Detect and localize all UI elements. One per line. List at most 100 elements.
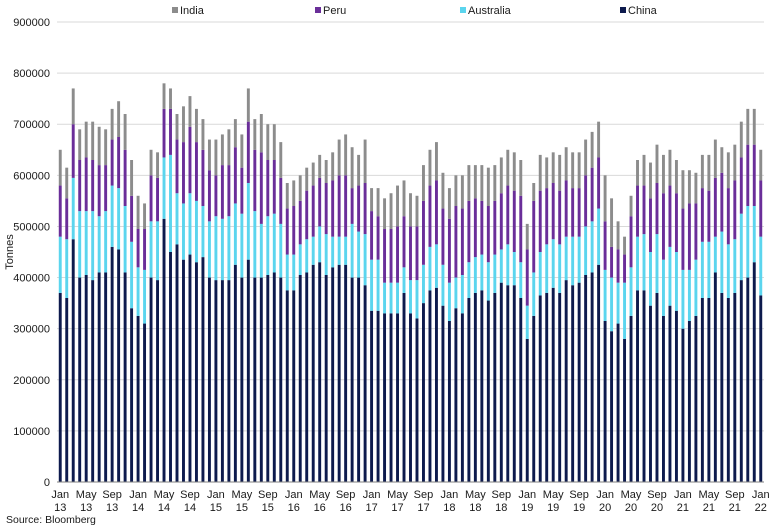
bar-india-88 [629,195,633,217]
bar-india-95 [674,160,678,194]
bar-australia-68 [499,249,503,283]
bar-china-96 [681,328,685,482]
bar-india-87 [623,236,627,255]
bar-peru-30 [253,149,257,212]
y-tick-label: 200000 [13,375,50,387]
bar-australia-75 [545,244,549,293]
bar-australia-91 [649,252,652,306]
bar-peru-39 [311,185,315,237]
bar-india-26 [227,129,231,166]
bar-peru-105 [739,157,743,214]
bar-australia-54 [409,280,412,314]
bar-india-3 [78,129,82,160]
bar-australia-0 [58,236,62,293]
bar-australia-31 [259,223,263,278]
bar-china-57 [428,290,432,482]
x-tick-label-year: 14 [184,502,196,514]
bar-australia-86 [616,282,620,324]
x-tick-label-year: 16 [340,502,352,514]
bar-peru-50 [383,229,387,283]
bar-china-108 [759,295,763,482]
bar-india-56 [422,165,425,201]
bar-australia-61 [454,277,458,309]
bar-australia-45 [350,223,354,278]
bar-china-52 [396,313,399,482]
bar-india-78 [564,147,568,181]
bar-australia-29 [246,183,250,260]
bar-china-99 [700,298,704,482]
x-tick-label-month: May [309,489,330,501]
bar-china-56 [422,303,425,482]
x-tick-label-month: Sep [414,489,434,501]
bar-india-45 [350,147,354,189]
bar-china-60 [447,321,451,482]
bar-australia-6 [97,216,101,273]
bar-peru-102 [720,172,724,232]
bar-peru-38 [305,190,309,240]
x-tick-label-month: Jan [596,489,614,501]
bar-peru-61 [454,206,458,278]
x-tick-label-month: Sep [336,489,356,501]
x-tick-label-year: 21 [729,502,741,514]
bar-china-97 [687,321,691,482]
bar-peru-8 [110,139,114,186]
bar-australia-8 [110,185,114,247]
bar-china-51 [389,313,393,482]
bar-china-80 [577,282,581,482]
x-tick-label-year: 22 [755,502,767,514]
bar-china-81 [584,275,588,482]
bar-china-34 [279,277,283,482]
bar-china-26 [227,280,231,482]
legend-swatch-peru [315,7,321,13]
bar-india-60 [447,188,451,219]
bar-india-29 [246,88,250,122]
bar-india-43 [337,139,341,176]
bar-peru-79 [571,188,575,237]
y-axis-label: Tonnes [4,234,16,270]
bar-india-90 [642,154,646,186]
bar-peru-103 [726,188,730,245]
bar-china-66 [486,300,490,482]
x-tick-label-month: May [76,489,97,501]
bar-india-44 [344,134,348,176]
bar-australia-46 [357,231,361,278]
bar-peru-32 [266,160,270,217]
bar-australia-21 [194,200,198,263]
bar-china-78 [564,280,568,482]
bar-india-7 [104,129,108,166]
bar-australia-103 [726,244,730,298]
bar-india-55 [415,195,419,227]
bar-peru-44 [344,175,348,237]
bar-australia-50 [383,282,387,314]
x-tick-label-month: May [387,489,408,501]
bar-peru-0 [58,185,62,237]
bar-australia-72 [525,305,529,339]
bar-peru-74 [538,190,542,252]
bar-australia-33 [272,213,276,273]
bar-peru-91 [649,198,652,252]
bar-peru-87 [623,254,627,283]
bar-australia-63 [467,262,471,298]
x-tick-label-year: 15 [262,502,274,514]
bar-australia-22 [201,206,205,258]
bar-india-5 [91,121,95,160]
bar-china-21 [194,262,198,482]
legend-label-india: India [180,5,205,17]
bar-china-0 [58,292,62,482]
bar-china-37 [298,275,302,482]
bar-peru-56 [422,200,425,265]
bar-china-82 [590,272,594,482]
bar-peru-22 [201,149,205,206]
bar-china-42 [331,267,335,482]
bar-peru-33 [272,160,276,214]
bar-peru-40 [318,177,322,227]
bar-india-17 [169,88,172,109]
bar-peru-86 [616,249,620,283]
bar-india-49 [376,188,380,217]
x-tick-label-month: May [231,489,252,501]
bar-china-29 [246,259,250,482]
bar-china-63 [467,298,471,482]
bar-peru-17 [169,108,172,155]
bar-australia-52 [396,282,399,314]
bar-australia-84 [603,269,607,321]
